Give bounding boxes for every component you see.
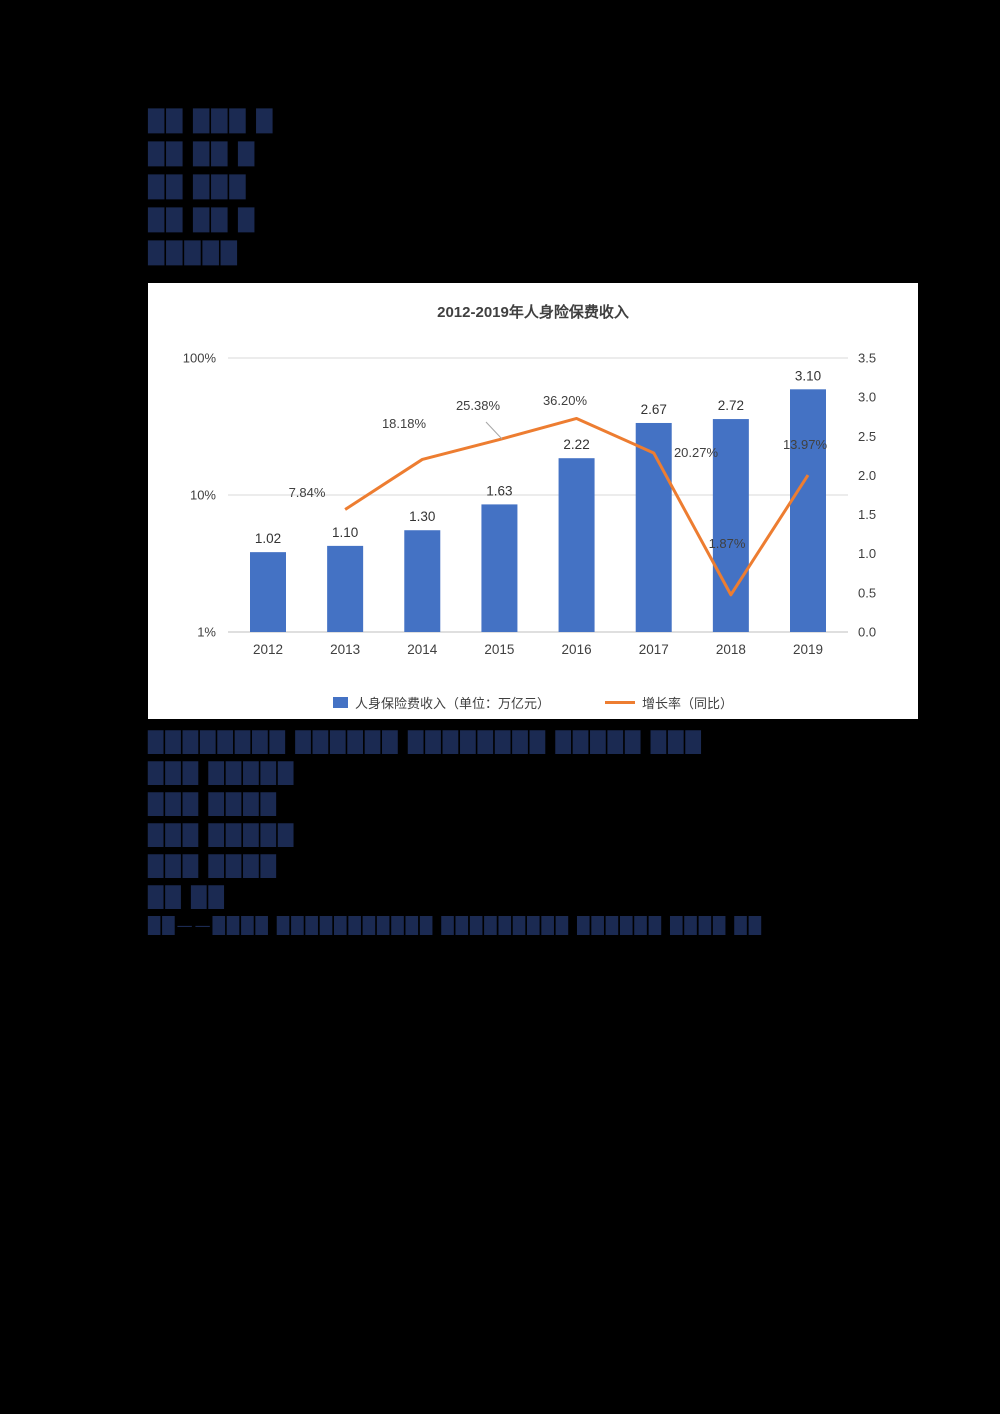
top-text-block: ██ ███ █ ██ ██ █ ██ ███ ██ ██ █ █████ (148, 105, 274, 270)
right-axis-tick-label: 1.0 (858, 546, 876, 561)
legend-item-growth: 增长率（同比） (605, 693, 733, 712)
legend-item-premium: 人身保险费收入（单位：万亿元） (332, 693, 550, 712)
redacted-text-line: ██ ██ (148, 885, 226, 909)
bar-2015 (481, 504, 518, 632)
right-axis-tick-label: 2.0 (858, 468, 876, 483)
redacted-text-line: ██ ██ █ (148, 142, 257, 166)
bar-2013 (327, 545, 364, 632)
growth-value-label: 18.18% (382, 416, 427, 431)
x-axis-label: 2019 (793, 642, 823, 657)
bar-value-label: 1.02 (255, 531, 281, 546)
redacted-text-line: ███ █████ (148, 823, 296, 847)
bar-2017 (635, 422, 672, 632)
growth-value-label: 7.84% (289, 485, 326, 500)
bar-value-label: 1.63 (486, 483, 512, 498)
chart-canvas: 100% 10% 1% 0.0 0.5 1.0 1.5 2.0 2.5 3.0 3.5 1.02 201… (183, 351, 876, 658)
bar-value-label: 3.10 (795, 368, 821, 383)
line-series-swatch-icon (605, 701, 635, 704)
growth-value-label: 36.20% (543, 393, 588, 408)
bar-value-label: 1.30 (409, 509, 435, 524)
bar-value-label: 2.67 (641, 402, 667, 417)
x-axis-label: 2014 (407, 642, 438, 657)
growth-value-label: 25.38% (456, 398, 501, 413)
chart-title: 2012-2019年人身险保费收入 (437, 304, 629, 321)
right-axis-tick-label: 3.0 (858, 390, 876, 405)
left-axis-tick-label: 1% (197, 625, 216, 640)
chart-panel: 2012-2019年人身险保费收入 100% 10% 1% 0.0 0.5 1.0 1.5 2… (148, 283, 918, 719)
bottom-text-block: ████████ ██████ ████████ █████ ███ ███ █… (148, 727, 763, 939)
left-axis-tick-label: 100% (183, 351, 217, 366)
right-axis-tick-label: 3.5 (858, 351, 876, 366)
redacted-text-line: ████████ ██████ ████████ █████ ███ (148, 730, 703, 754)
redacted-text-line: ██ ███ (148, 175, 248, 199)
x-axis-label: 2018 (716, 642, 746, 657)
bar-value-label: 1.10 (332, 525, 358, 540)
x-axis-label: 2012 (253, 642, 283, 657)
growth-rate-line (344, 416, 810, 597)
x-axis-label: 2015 (484, 642, 514, 657)
bar-value-label: 2.22 (563, 437, 589, 452)
label-leader-line (485, 421, 503, 440)
right-axis-tick-label: 0.0 (858, 625, 876, 640)
bar-2016 (558, 458, 595, 632)
bar-2014 (404, 530, 441, 632)
right-axis-tick-label: 1.5 (858, 507, 876, 522)
growth-value-label: 1.87% (709, 536, 746, 551)
redacted-text-line: ███ █████ (148, 761, 296, 785)
redacted-source-line: ██——████ ███████████ █████████ ██████ ██… (148, 916, 764, 935)
redacted-text-line: ███ ████ (148, 854, 279, 878)
redacted-text-line: ██ ███ █ (148, 109, 275, 133)
x-axis-label: 2017 (639, 642, 669, 657)
bar-2012 (250, 552, 286, 632)
growth-value-label: 20.27% (674, 445, 719, 460)
x-axis-label: 2013 (330, 642, 360, 657)
redacted-text-line: █████ (148, 241, 239, 265)
growth-value-label: 13.97% (783, 437, 828, 452)
right-axis-tick-label: 0.5 (858, 585, 876, 600)
redacted-text-line: ███ ████ (148, 792, 279, 816)
bar-series-swatch-icon (332, 697, 348, 708)
bar-2019 (790, 389, 826, 632)
chart-legend: 人身保险费收入（单位：万亿元） 增长率（同比） (148, 693, 918, 712)
left-axis-tick-label: 10% (190, 488, 216, 503)
legend-label-premium: 人身保险费收入（单位：万亿元） (354, 696, 550, 711)
right-axis-tick-label: 2.5 (858, 429, 876, 444)
x-axis-label: 2016 (562, 642, 592, 657)
bar-2018 (712, 419, 749, 632)
bar-value-label: 2.72 (718, 398, 744, 413)
legend-label-growth: 增长率（同比） (642, 696, 734, 711)
redacted-text-line: ██ ██ █ (148, 208, 257, 232)
